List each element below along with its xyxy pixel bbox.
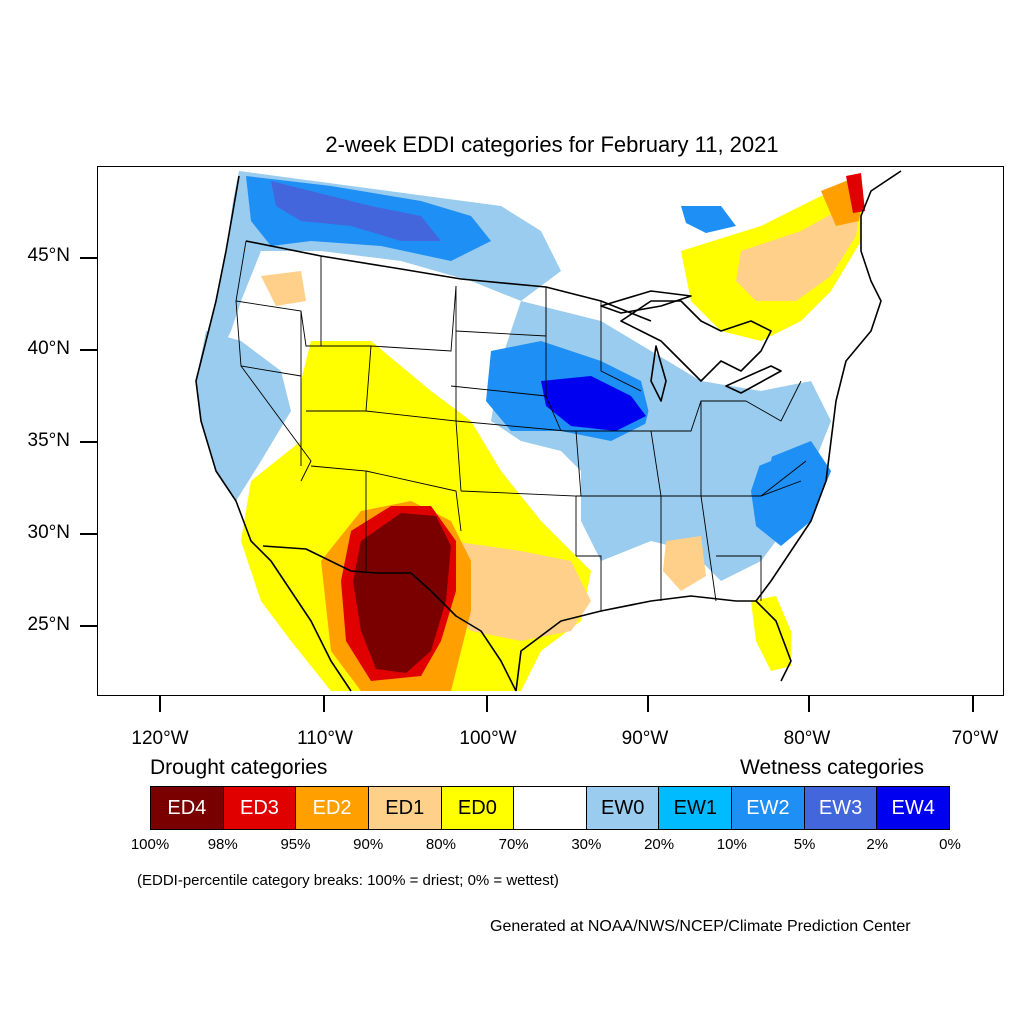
legend-cell-ed2: ED2 (296, 787, 369, 829)
lon-tick (323, 696, 325, 712)
lon-tick (647, 696, 649, 712)
lake-superior (600, 290, 692, 314)
lat-tick (80, 257, 97, 259)
legend-cell-ed0: ED0 (441, 787, 515, 829)
legend-colorbar: ED4 ED3 ED2 ED1 ED0 EW0 EW1 EW2 EW3 EW4 (150, 786, 950, 830)
lake-michigan (650, 345, 667, 402)
lat-label-35: 35°N (27, 430, 70, 451)
legend-break-label: 95% (280, 836, 311, 853)
central-plains-core-wet (541, 376, 646, 431)
lon-label-100: 100°W (459, 728, 517, 749)
southwest-ed4 (353, 513, 451, 673)
texas-ed1 (441, 541, 591, 641)
lat-tick (80, 441, 97, 443)
lon-tick (972, 696, 974, 712)
lon-label-80: 80°W (783, 728, 831, 749)
legend-break-label: 20% (644, 836, 675, 853)
lake-erie (725, 365, 782, 394)
map-title: 2-week EDDI categories for February 11, … (325, 132, 779, 157)
lat-label-45: 45°N (27, 245, 70, 266)
northeast-ed1 (736, 201, 861, 301)
lon-label-70: 70°W (951, 728, 999, 749)
alabama-ed1 (663, 536, 706, 591)
legend-cell-ed4: ED4 (151, 787, 224, 829)
coastline-west (195, 175, 352, 692)
lat-tick (80, 349, 97, 351)
legend-break-label: 100% (130, 836, 170, 853)
legend-cell-ew0: EW0 (586, 787, 660, 829)
legend-break-label: 10% (716, 836, 747, 853)
lon-label-110: 110°W (297, 728, 353, 749)
lon-tick (808, 696, 810, 712)
great-lakes (620, 300, 772, 382)
lat-tick (80, 625, 97, 627)
florida-ed0 (751, 596, 791, 671)
drought-regions (241, 173, 865, 691)
lon-tick (159, 696, 161, 712)
legend-break-label: 80% (425, 836, 456, 853)
lake-superior-wet (681, 206, 736, 233)
lon-label-120: 120°W (131, 728, 189, 749)
legend-cell-ew1: EW1 (659, 787, 733, 829)
legend-break-label: 30% (571, 836, 602, 853)
lat-tick (80, 533, 97, 535)
legend-cell-ew4: EW4 (877, 787, 950, 829)
state-lines (235, 240, 807, 611)
east-coast (755, 170, 902, 602)
lat-label-30: 30°N (27, 522, 70, 543)
lon-tick (486, 696, 488, 712)
credit-line: Generated at NOAA/NWS/NCEP/Climate Predi… (490, 918, 911, 935)
wetness-heading: Wetness categories (740, 756, 925, 779)
legend-cell-ew3: EW3 (804, 787, 878, 829)
legend-cell-ed3: ED3 (223, 787, 297, 829)
northern-deep-wet (271, 181, 441, 241)
legend-break-label: 70% (498, 836, 529, 853)
wetness-regions (196, 171, 831, 581)
conus-map (195, 170, 902, 692)
legend-cell-ed1: ED1 (368, 787, 442, 829)
category-note: (EDDI-percentile category breaks: 100% =… (137, 872, 559, 889)
lat-label-25: 25°N (27, 614, 70, 635)
legend-break-label: 0% (939, 836, 961, 853)
legend-break-label: 98% (207, 836, 238, 853)
gulf-coast (515, 595, 792, 692)
lon-label-90: 90°W (621, 728, 669, 749)
legend-break-label: 90% (353, 836, 384, 853)
west-coast-wet (196, 331, 291, 501)
legend-cell-neutral (514, 787, 587, 829)
map-panel (97, 166, 1004, 696)
legend-break-label: 5% (793, 836, 816, 853)
ohio-valley-wet (641, 391, 781, 481)
legend-break-label: 2% (866, 836, 889, 853)
us-mexico-border (262, 545, 517, 692)
maine-ed3 (846, 173, 865, 213)
lat-label-40: 40°N (27, 338, 70, 359)
legend-cell-ew2: EW2 (732, 787, 805, 829)
oregon-ed1 (261, 271, 306, 306)
drought-heading: Drought categories (150, 756, 328, 779)
